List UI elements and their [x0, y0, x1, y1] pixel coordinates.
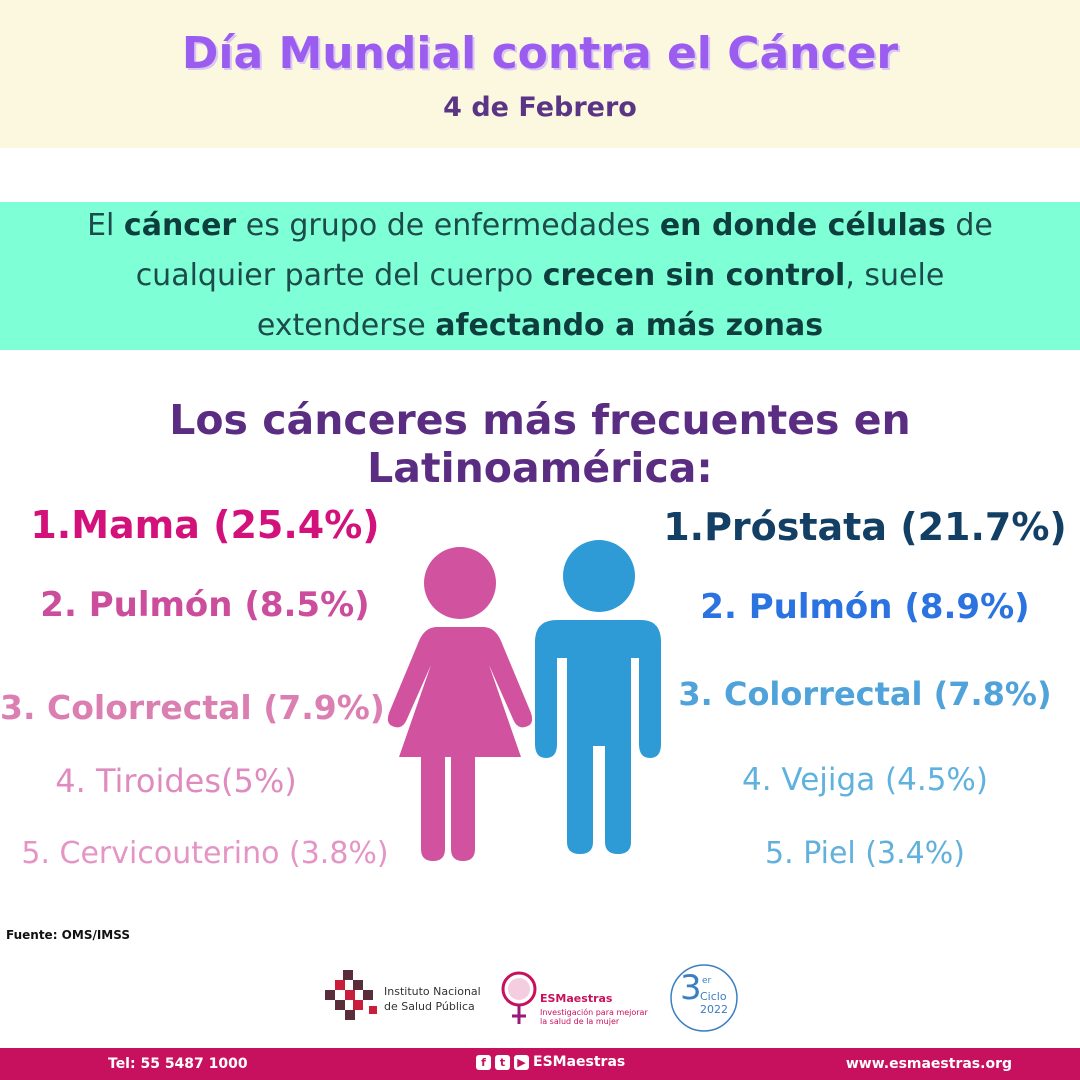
footer-phone: Tel: 55 5487 1000	[108, 1056, 248, 1072]
women-item-4: 4. Tiroides(5%)	[55, 762, 297, 800]
definition-text: cualquier parte del cuerpo	[135, 258, 543, 293]
esmaestras-logo	[500, 970, 538, 1026]
definition-text: de	[945, 208, 993, 243]
ciclo-year: 2022	[700, 1003, 728, 1016]
women-item-3: 3. Colorrectal (7.9%)	[0, 688, 385, 727]
page-date: 4 de Febrero	[443, 92, 637, 123]
man-figure-icon	[535, 540, 661, 854]
ciclo-superscript: er	[702, 976, 712, 986]
definition-line-1: El cáncer es grupo de enfermedades en do…	[0, 208, 1080, 243]
definition-emphasis: cáncer	[123, 208, 237, 243]
ciclo-logo	[668, 962, 740, 1034]
ciclo-number: 3	[680, 968, 702, 1008]
ciclo-word: Ciclo	[700, 990, 727, 1003]
men-item-4: 4. Vejiga (4.5%)	[741, 762, 988, 798]
definition-line-2: cualquier parte del cuerpo crecen sin co…	[0, 258, 1080, 293]
definition-text: es grupo de enfermedades	[236, 208, 660, 243]
page-title: Día Mundial contra el Cáncer	[181, 28, 899, 79]
footer-social: f t ▶ ESMaestras	[476, 1054, 625, 1070]
insp-logo	[325, 970, 380, 1025]
esmaestras-tagline-2: la salud de la mujer	[540, 1017, 620, 1026]
men-item-5: 5. Piel (3.4%)	[765, 836, 965, 871]
insp-name-line-1: Instituto Nacional	[384, 985, 481, 998]
header-banner	[0, 0, 1080, 148]
women-item-1: 1.Mama (25.4%)	[30, 503, 380, 547]
footer-website-link[interactable]: www.esmaestras.org	[845, 1056, 1012, 1072]
twitter-icon[interactable]: t	[495, 1054, 510, 1070]
men-item-2: 2. Pulmón (8.9%)	[700, 587, 1030, 627]
facebook-icon[interactable]: f	[476, 1054, 491, 1070]
youtube-icon[interactable]: ▶	[514, 1054, 529, 1070]
section-title: Los cánceres más frecuentes en Latinoamé…	[169, 396, 911, 492]
insp-logo-icon	[325, 970, 377, 1020]
definition-text: , suele	[845, 258, 945, 293]
woman-figure-icon	[387, 547, 533, 861]
women-item-5: 5. Cervicouterino (3.8%)	[21, 836, 389, 871]
women-item-2: 2. Pulmón (8.5%)	[40, 585, 370, 625]
definition-box	[0, 202, 1080, 350]
definition-emphasis: en donde células	[659, 208, 946, 243]
definition-text: El	[87, 208, 124, 243]
source-note: Fuente: OMS/IMSS	[6, 928, 130, 942]
ciclo-ring-icon	[670, 964, 738, 1032]
definition-emphasis: crecen sin control	[542, 258, 846, 293]
men-item-3: 3. Colorrectal (7.8%)	[678, 675, 1052, 713]
footer-bar: Tel: 55 5487 1000 f t ▶ ESMaestras www.e…	[0, 1048, 1080, 1080]
footer-social-handle[interactable]: ESMaestras	[533, 1054, 626, 1070]
definition-text: extenderse	[256, 308, 436, 343]
insp-name-line-2: de Salud Pública	[384, 1000, 475, 1013]
esmaestras-tagline-1: Investigación para mejorar	[540, 1008, 648, 1017]
esmaestras-name: ESMaestras	[540, 992, 613, 1005]
men-item-1: 1.Próstata (21.7%)	[663, 505, 1067, 549]
definition-emphasis: afectando a más zonas	[435, 308, 824, 343]
definition-line-3: extenderse afectando a más zonas	[0, 308, 1080, 343]
female-symbol-icon	[501, 971, 537, 1024]
